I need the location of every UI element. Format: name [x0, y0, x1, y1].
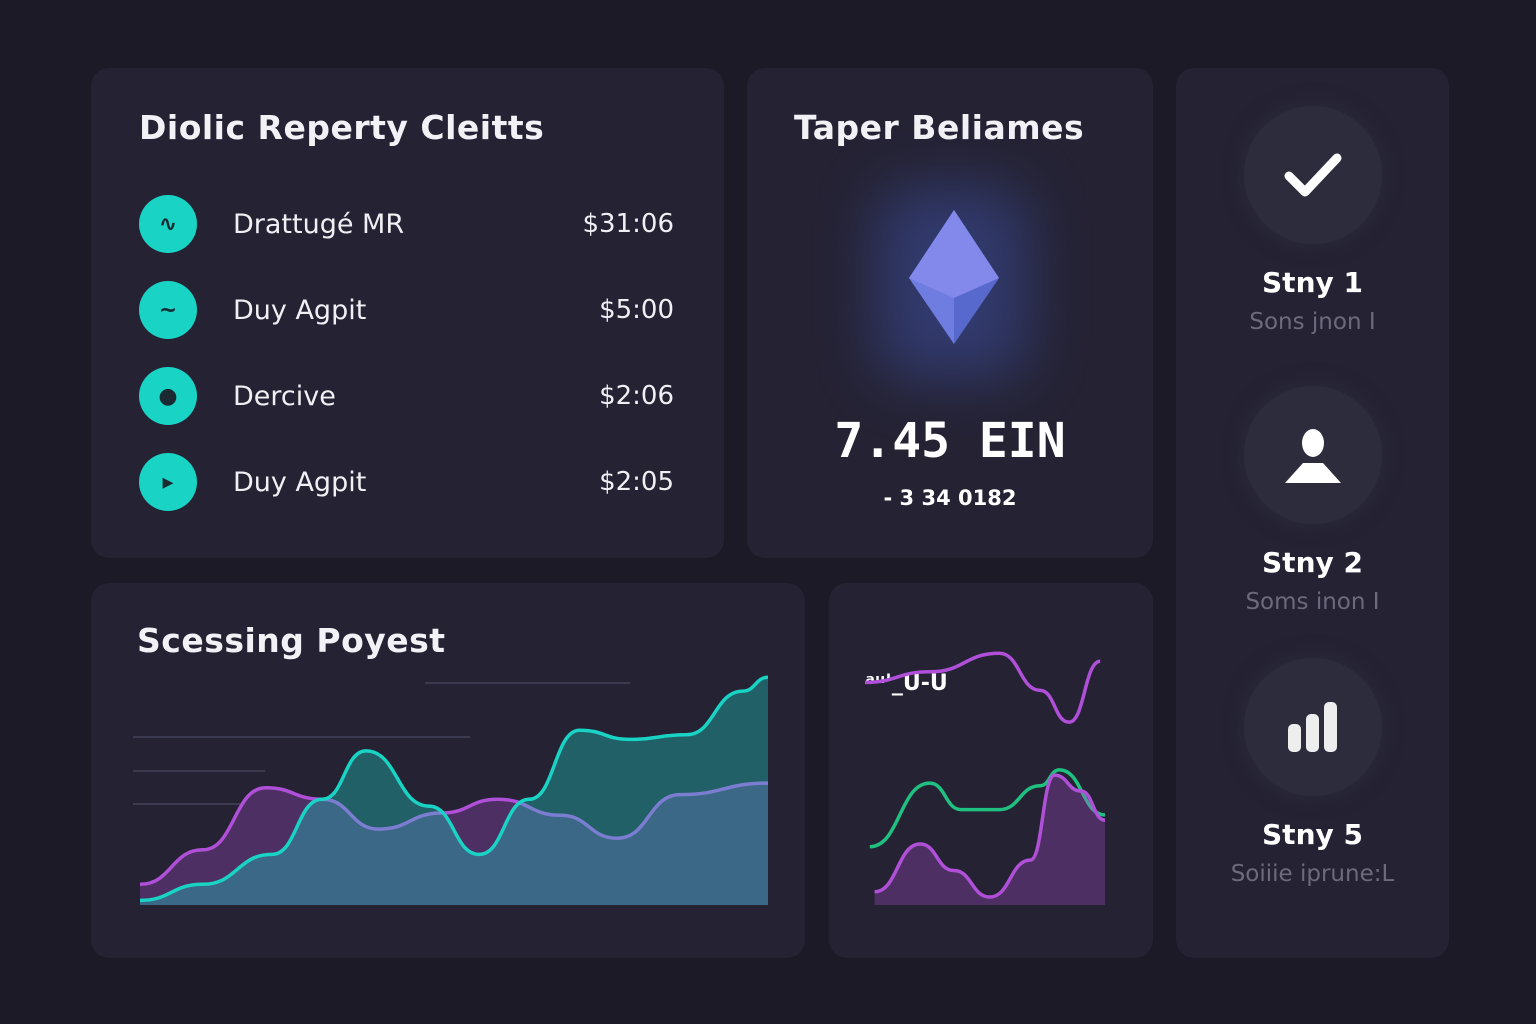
series-line	[874, 773, 1106, 899]
play-icon: ▸	[139, 453, 197, 511]
steps-panel: Stny 1 Sons jnon I Stny 2 Soms inon I St…	[1176, 68, 1449, 958]
dot-icon: ●	[139, 367, 197, 425]
step-subtitle: Soms inon I	[1245, 589, 1380, 615]
item-label: Drattugé MR	[233, 208, 405, 240]
balance-change: - 3 34 0182	[747, 486, 1153, 510]
clients-title: Diolic Reperty Cleitts	[139, 108, 545, 147]
item-label: Dercive	[233, 380, 336, 412]
wave-icon: ∿	[139, 195, 197, 253]
step-2[interactable]: Stny 2 Soms inon I	[1176, 386, 1449, 615]
swirl-icon: ~	[139, 281, 197, 339]
item-amount: $2:06	[599, 381, 674, 411]
item-label: Duy Agpit	[233, 466, 367, 498]
check-icon	[1243, 106, 1382, 244]
ethereum-icon	[909, 210, 999, 344]
step-3[interactable]: Stny 5 Soiiie iprune:L	[1176, 658, 1449, 887]
step-name: Stny 1	[1262, 266, 1363, 299]
bar-chart-icon	[1243, 658, 1382, 796]
balance-value: 7.45 EIN	[834, 413, 1066, 469]
series-line	[139, 675, 769, 903]
series-area	[140, 783, 768, 905]
balance-title: Taper Beliames	[794, 108, 1085, 147]
item-amount: $5:00	[599, 295, 674, 325]
balance-change-text: - 3 34 0182	[883, 486, 1017, 510]
series-area	[874, 775, 1105, 905]
step-name: Stny 2	[1262, 546, 1363, 579]
list-item[interactable]: ▸ Duy Agpit $2:05	[139, 452, 674, 512]
series-line	[869, 768, 1106, 849]
item-amount: $2:05	[599, 467, 674, 497]
step-subtitle: Soiiie iprune:L	[1230, 861, 1395, 887]
balance-panel: Taper Beliames 7.45 EIN - 3 34 0182	[747, 68, 1153, 558]
step-name: Stny 5	[1262, 818, 1363, 851]
item-amount: $31:06	[582, 209, 674, 239]
item-label: Duy Agpit	[233, 294, 367, 326]
list-item[interactable]: ∿ Drattugé MR $31:06	[139, 194, 674, 254]
main-chart-title: Scessing Poyest	[137, 621, 446, 660]
clients-panel: Diolic Reperty Cleitts ∿ Drattugé MR $31…	[91, 68, 724, 558]
step-1[interactable]: Stny 1 Sons jnon I	[1176, 106, 1449, 335]
list-item[interactable]: ● Dercive $2:06	[139, 366, 674, 426]
user-icon	[1243, 386, 1382, 524]
list-item[interactable]: ~ Duy Agpit $5:00	[139, 280, 674, 340]
step-subtitle: Sons jnon I	[1249, 309, 1376, 335]
series-area	[140, 677, 768, 905]
series-line	[864, 651, 1101, 724]
